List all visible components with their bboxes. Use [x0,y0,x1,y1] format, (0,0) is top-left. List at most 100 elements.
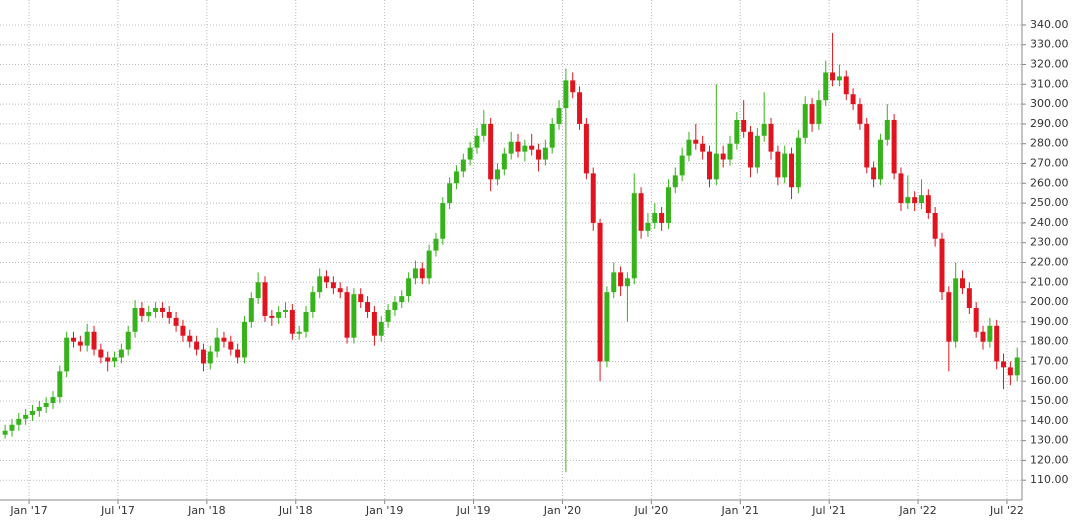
candle-body [351,294,357,338]
candle-body [508,141,514,154]
x-tick-label: Jan '19 [365,504,403,517]
candle-body [324,276,330,283]
candle-body [604,292,610,362]
y-tick-label: 190.00 [1030,315,1069,328]
candle-body [638,193,644,231]
candle-body [618,272,624,287]
candle-body [146,311,152,316]
candle-body [255,282,261,299]
x-tick-label: Jul '19 [456,504,491,517]
candle-body [112,357,118,362]
candle-body [570,80,576,93]
grid [0,0,1022,500]
y-tick-label: 310.00 [1030,77,1069,90]
candle-body [542,147,548,160]
candle-body [877,139,883,180]
y-tick-label: 230.00 [1030,236,1069,249]
candle-body [77,341,83,346]
candle-body [884,119,890,140]
y-tick-label: 140.00 [1030,414,1069,427]
y-tick-label: 130.00 [1030,434,1069,447]
candle-body [789,153,795,188]
candle-body [816,100,822,124]
candle-body [624,278,630,287]
candle-body [720,153,726,160]
candle-body [159,307,165,312]
candle-body [652,212,658,223]
candle-body [782,153,788,178]
y-tick-label: 290.00 [1030,117,1069,130]
candle-body [187,335,193,342]
candle-body [440,203,446,239]
candle-body [43,403,49,407]
candle-body [207,351,213,364]
candle-body [700,143,706,152]
candles [2,32,1020,473]
candle-body [399,296,405,303]
candle-body [392,302,398,310]
candle-body [9,424,15,431]
candle-body [1007,367,1013,376]
candle-body [289,309,295,334]
candle-body [132,307,138,332]
candle-body [802,104,808,138]
candle-body [918,195,924,204]
candle-body [71,337,77,342]
candle-body [823,72,829,101]
candle-body [679,155,685,176]
y-tick-label: 160.00 [1030,374,1069,387]
candle-body [228,341,234,350]
candle-body [125,331,131,350]
x-tick-label: Jan '22 [898,504,936,517]
candle-body [611,272,617,293]
candle-body [378,321,384,336]
candle-body [180,325,186,336]
candle-body [365,302,371,312]
candle-body [317,276,323,293]
candle-body [474,135,480,148]
x-tick-label: Jul '20 [633,504,668,517]
candle-body [23,414,29,419]
candle-body [577,92,583,124]
candle-body [748,131,754,168]
candle-body [412,268,418,279]
candle-body [426,250,432,279]
y-tick-label: 270.00 [1030,156,1069,169]
candle-body [235,349,241,358]
candle-body [358,294,364,303]
candle-body [932,212,938,239]
candle-body [939,238,945,293]
candle-body [515,141,521,152]
candle-body [330,282,336,289]
x-tick-label: Jul '22 [989,504,1024,517]
candle-body [891,119,897,174]
candle-body [50,397,56,404]
y-tick-label: 170.00 [1030,354,1069,367]
y-tick-label: 300.00 [1030,97,1069,110]
candle-body [980,331,986,342]
candle-body [200,349,206,364]
candle-body [269,315,275,318]
candle-body [727,143,733,160]
x-tick-label: Jul '21 [811,504,846,517]
candle-body [864,123,870,168]
candle-body [734,119,740,144]
candle-body [166,311,172,318]
candle-body [556,108,562,124]
candle-body [194,341,200,350]
candle-body [631,193,637,279]
x-tick-label: Jul '17 [100,504,135,517]
candle-body [467,147,473,160]
candle-body [221,337,227,342]
candle-body [248,298,254,322]
candle-body [1014,357,1020,376]
candle-body [994,325,1000,362]
candle-body [768,123,774,152]
candle-body [501,153,507,170]
candle-body [871,167,877,180]
x-tick-label: Jan '21 [721,504,759,517]
candle-body [310,292,316,312]
candle-body [139,307,145,316]
candle-body [665,187,671,223]
